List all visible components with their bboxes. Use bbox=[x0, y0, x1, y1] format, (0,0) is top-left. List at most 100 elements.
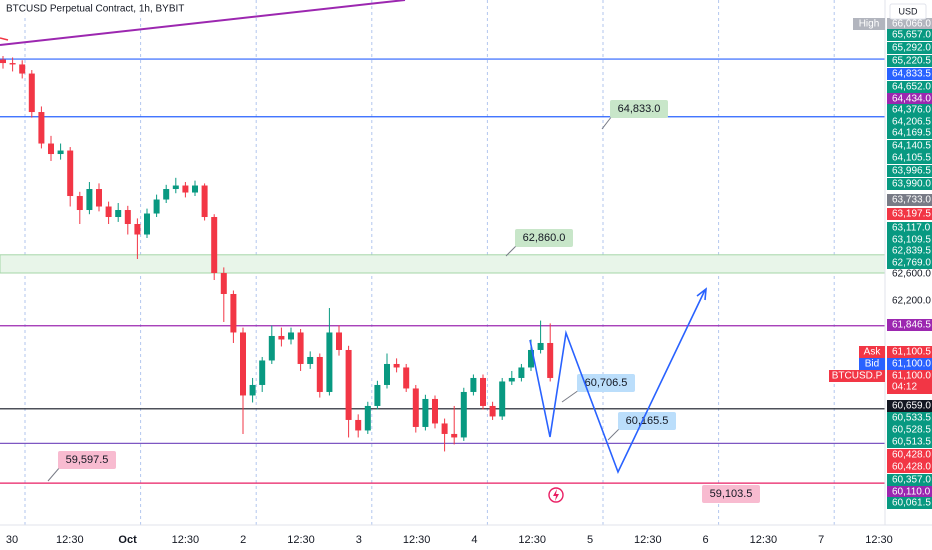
candle-body bbox=[499, 381, 506, 417]
candle-body bbox=[364, 405, 371, 431]
candle-body bbox=[278, 335, 285, 340]
annotation-box bbox=[702, 485, 760, 503]
annotation-label: 64,833.0 bbox=[618, 103, 661, 115]
price-tag-label: 60,110.0 bbox=[892, 487, 931, 498]
candle-body bbox=[115, 210, 122, 218]
price-tag-label: 61,100.0 bbox=[892, 359, 931, 370]
price-tag-label: 64,206.5 bbox=[892, 117, 931, 128]
price-tag-label: 65,657.0 bbox=[892, 30, 931, 41]
annotation-label: 62,860.0 bbox=[523, 232, 566, 244]
candle-body bbox=[326, 332, 333, 392]
x-tick-label: 3 bbox=[356, 534, 362, 546]
x-tick-label: 12:30 bbox=[403, 534, 431, 546]
x-tick-label: Oct bbox=[118, 534, 137, 546]
price-tag-label: 60,533.5 bbox=[892, 413, 931, 424]
x-tick-label: 12:30 bbox=[518, 534, 546, 546]
annotation-box bbox=[610, 100, 668, 118]
projection-path bbox=[529, 289, 706, 475]
price-tag bbox=[887, 370, 932, 394]
x-tick-label: 30 bbox=[6, 534, 18, 546]
trend-line bbox=[0, 37, 9, 41]
candle-body bbox=[86, 189, 93, 211]
x-tick-label: 12:30 bbox=[56, 534, 84, 546]
price-tag bbox=[887, 116, 932, 128]
trend-line bbox=[0, 0, 406, 46]
x-tick-label: 7 bbox=[818, 534, 824, 546]
title-bg bbox=[0, 0, 215, 16]
price-tag-label: 65,292.0 bbox=[892, 43, 931, 54]
annotation-label: 60,165.5 bbox=[626, 415, 669, 427]
x-tick-label: 12:30 bbox=[865, 534, 893, 546]
x-tick-label: 2 bbox=[240, 534, 246, 546]
price-tag-name-bg bbox=[829, 370, 885, 382]
price-axis-label: 62,200.0 bbox=[892, 296, 931, 307]
price-tag-label: 60,528.5 bbox=[892, 425, 931, 436]
price-tag bbox=[887, 18, 932, 30]
price-tag-label: 63,197.5 bbox=[892, 209, 931, 220]
alert-icon[interactable] bbox=[548, 487, 564, 503]
price-tag bbox=[887, 474, 932, 486]
price-tag bbox=[887, 152, 932, 164]
price-tag-label: 64,105.5 bbox=[892, 153, 931, 164]
x-tick-label: 12:30 bbox=[634, 534, 662, 546]
candle-body bbox=[307, 356, 314, 364]
candle-body bbox=[460, 391, 467, 438]
candle-body bbox=[76, 196, 83, 211]
currency-button[interactable] bbox=[889, 3, 927, 20]
price-tag bbox=[887, 461, 932, 473]
price-tag-label: 62,769.0 bbox=[892, 258, 931, 269]
price-tag bbox=[887, 222, 932, 234]
price-tag bbox=[887, 400, 932, 412]
candle-body bbox=[144, 213, 150, 235]
price-tag-label: 65,220.5 bbox=[892, 56, 931, 67]
alert-icon-bolt bbox=[553, 489, 559, 501]
candle-body bbox=[288, 332, 294, 340]
price-tag-label: 63,733.0 bbox=[892, 195, 931, 206]
currency: USD bbox=[898, 6, 918, 16]
candle-body bbox=[518, 367, 525, 378]
x-tick-label: 6 bbox=[703, 534, 709, 546]
candle-body bbox=[268, 335, 275, 361]
candle-body bbox=[105, 206, 112, 218]
candle-body bbox=[211, 217, 218, 273]
annotation-label: 59,103.5 bbox=[710, 488, 753, 500]
candle-body bbox=[489, 405, 496, 417]
candle-body bbox=[192, 185, 198, 193]
price-tag bbox=[887, 208, 932, 220]
plot-area: 64,833.0 62,860.0 60,706.5 60,165.5 59,597.5… bbox=[0, 0, 886, 525]
candle-body bbox=[57, 150, 64, 155]
candle-body bbox=[547, 342, 554, 378]
candle-body bbox=[374, 384, 381, 406]
price-tag bbox=[887, 93, 932, 105]
candle-body bbox=[201, 185, 208, 218]
candle-body bbox=[163, 189, 170, 200]
price-tag-label: 64,169.5 bbox=[892, 128, 931, 139]
zone bbox=[0, 254, 886, 274]
annotation-box bbox=[618, 412, 676, 430]
price-tag bbox=[887, 245, 932, 257]
price-tag bbox=[887, 194, 932, 206]
annotation-pointer bbox=[607, 427, 621, 441]
price-tag-label: 60,061.5 bbox=[892, 498, 931, 509]
candle-body bbox=[355, 419, 362, 431]
x-tick-label: 12:30 bbox=[750, 534, 778, 546]
price-tag-name-bg bbox=[853, 18, 885, 30]
candle-body bbox=[508, 377, 515, 382]
price-tag-label: 63,117.0 bbox=[892, 223, 931, 234]
price-tag bbox=[887, 42, 932, 54]
candle-body bbox=[230, 293, 237, 333]
price-tag-label: 61,100.5 bbox=[892, 347, 931, 358]
price-tag bbox=[887, 178, 932, 190]
price-tag-label: 64,376.0 bbox=[892, 105, 931, 116]
candle-body bbox=[0, 59, 6, 64]
price-tag-name: Bid bbox=[865, 359, 879, 370]
candle-body bbox=[153, 199, 160, 214]
price-tag-label: 63,996.5 bbox=[892, 166, 931, 177]
candle-body bbox=[297, 332, 304, 364]
price-tag bbox=[887, 486, 932, 498]
candle-body bbox=[336, 332, 342, 350]
candle-body bbox=[19, 64, 26, 74]
price-tag-label: 60,428.0 bbox=[892, 450, 931, 461]
